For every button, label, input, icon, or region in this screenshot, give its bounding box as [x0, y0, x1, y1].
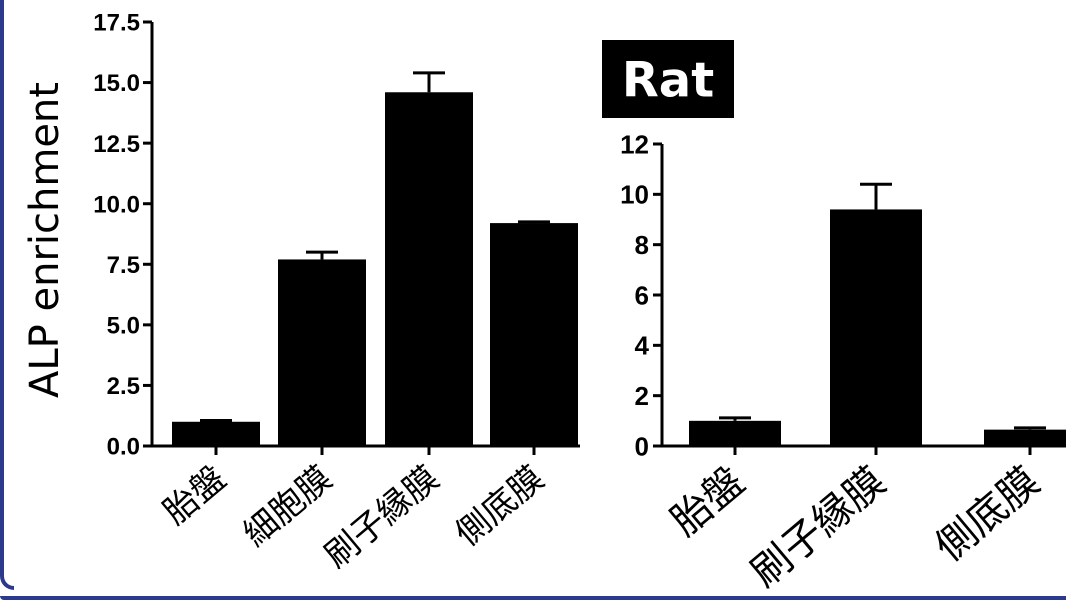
- category-label: 刷子縁膜: [317, 458, 447, 576]
- category-label: 胎盤: [663, 458, 754, 545]
- y-tick-label: 2: [635, 381, 649, 411]
- y-tick-label: 2.5: [107, 373, 140, 400]
- bar: [984, 429, 1066, 446]
- category-label: 胎盤: [156, 458, 234, 532]
- bar: [385, 92, 473, 447]
- bar: [278, 259, 366, 446]
- category-label: 刷子縁膜: [742, 458, 894, 596]
- y-tick-label: 8: [635, 230, 649, 260]
- y-tick-label: 10.0: [93, 191, 140, 218]
- y-tick-label: 12.5: [93, 131, 140, 158]
- y-tick-label: 6: [635, 280, 649, 310]
- y-tick-label: 0.0: [107, 434, 140, 461]
- bar: [830, 209, 922, 446]
- y-tick-label: 15.0: [93, 70, 140, 97]
- y-tick-label: 12: [620, 129, 649, 159]
- chart-title: Rat: [622, 52, 714, 108]
- category-label: 側底膜: [927, 458, 1048, 570]
- y-tick-label: 0: [635, 431, 649, 461]
- y-tick-label: 10: [620, 180, 649, 210]
- y-tick-label: 4: [635, 331, 650, 361]
- category-label: 側底膜: [448, 458, 552, 554]
- bar: [172, 421, 260, 446]
- slide-frame-left: [0, 0, 14, 590]
- bar: [689, 420, 781, 446]
- y-tick-label: 17.5: [93, 10, 140, 37]
- title-badge: [602, 40, 734, 118]
- bar: [490, 223, 578, 446]
- y-tick-label: 5.0: [107, 312, 140, 339]
- slide-frame-bottom: [0, 596, 1066, 600]
- y-axis-title: ALP enrichment: [22, 82, 68, 398]
- y-tick-label: 7.5: [107, 252, 140, 279]
